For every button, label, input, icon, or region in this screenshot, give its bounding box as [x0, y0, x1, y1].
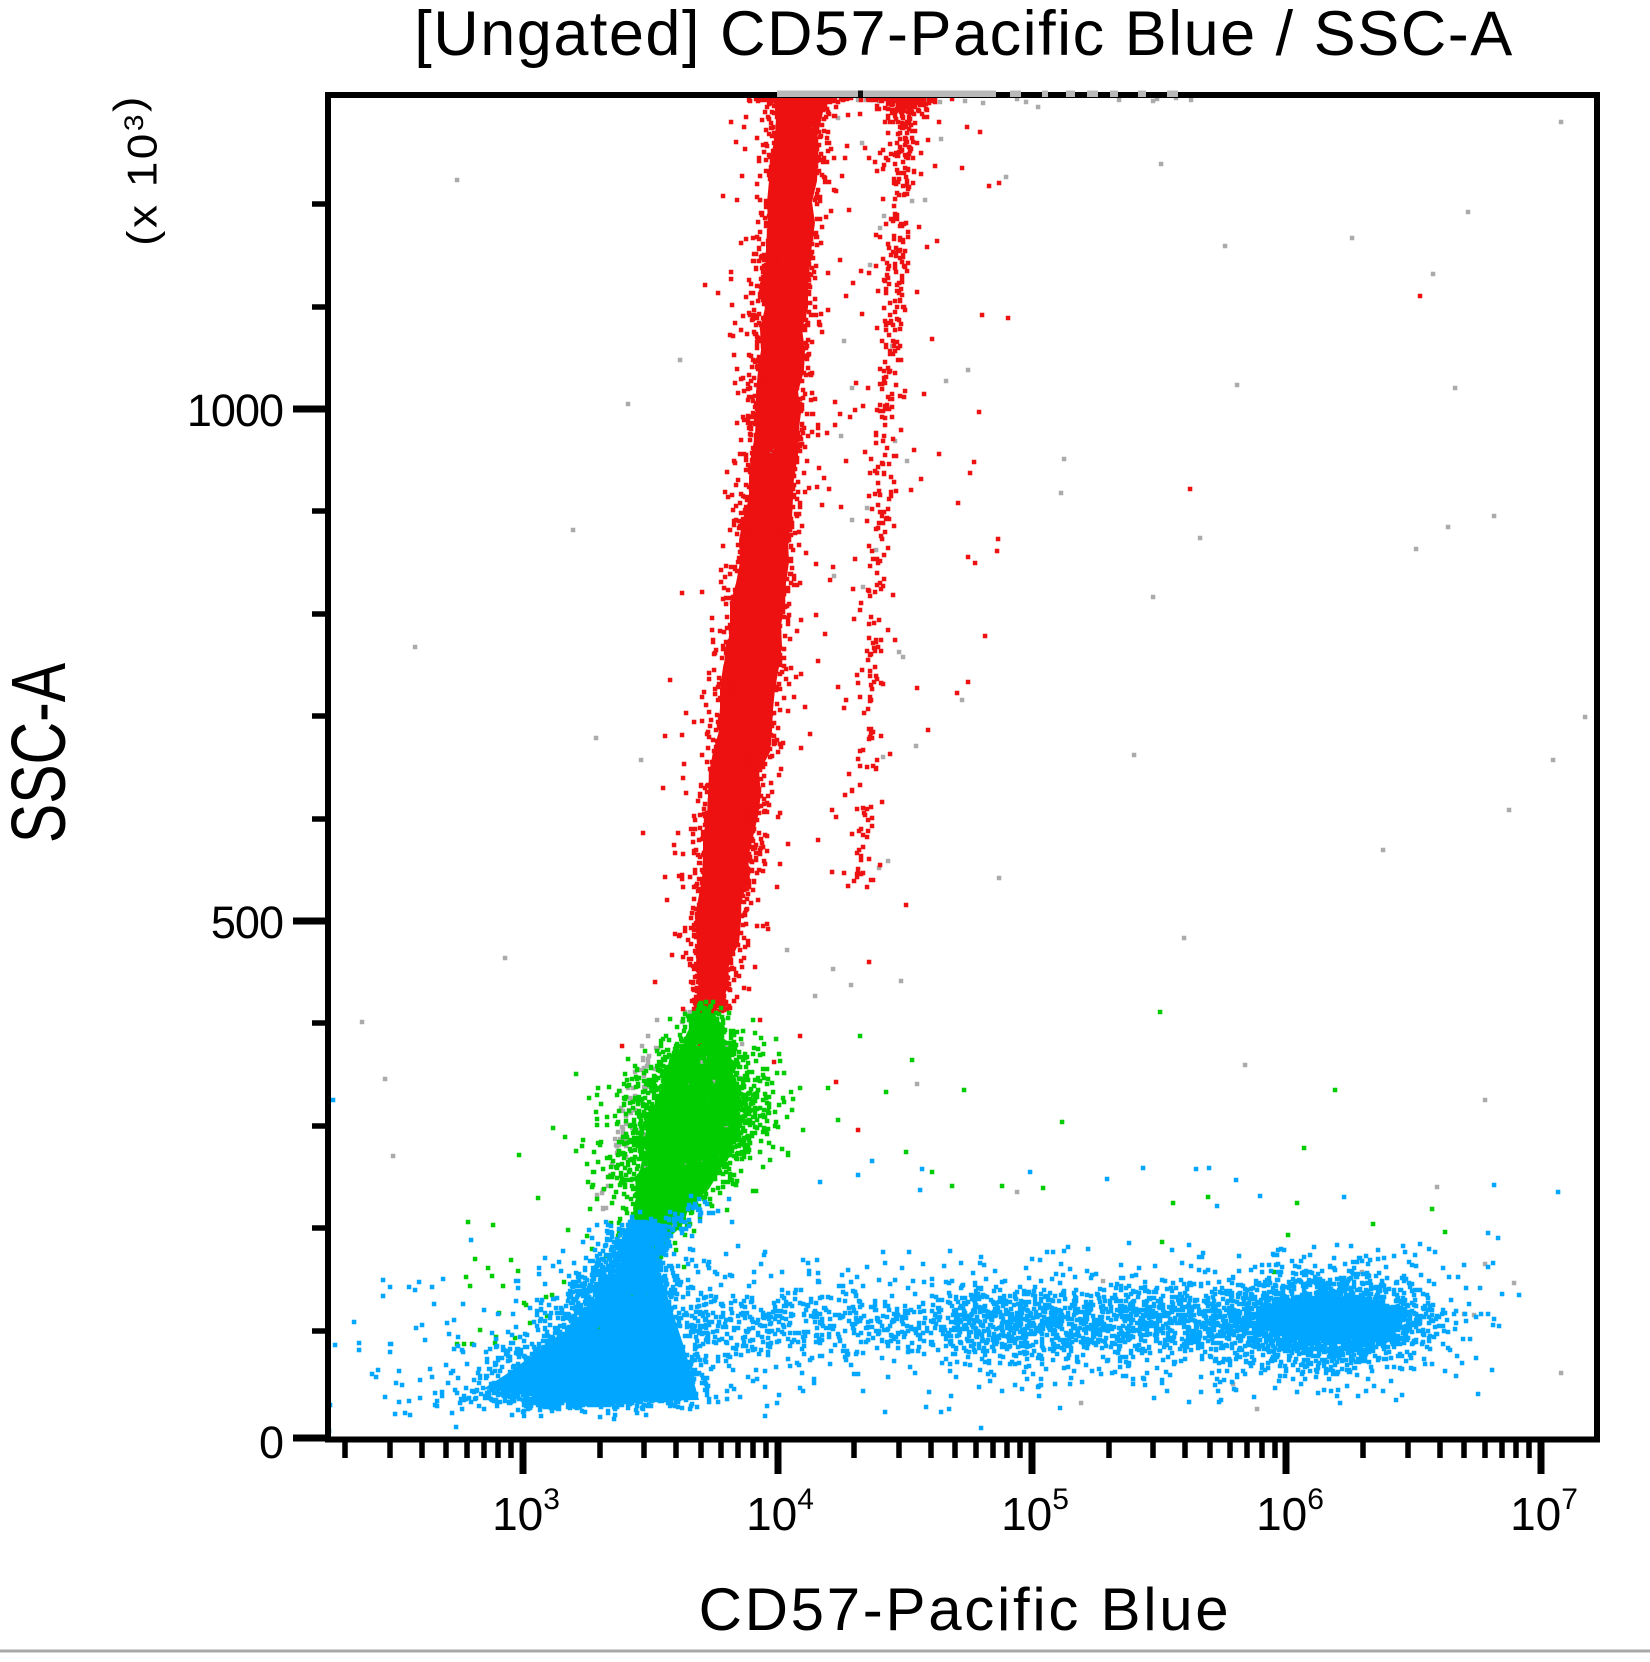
svg-text:0: 0: [259, 1417, 283, 1468]
svg-text:CD57-Pacific Blue: CD57-Pacific Blue: [699, 1576, 1232, 1643]
svg-text:1000: 1000: [187, 385, 283, 436]
svg-text:[Ungated] CD57-Pacific Blue /: [Ungated] CD57-Pacific Blue / SSC-A: [414, 0, 1513, 69]
svg-text:SSC-A: SSC-A: [0, 663, 82, 844]
svg-text:500: 500: [211, 897, 283, 948]
